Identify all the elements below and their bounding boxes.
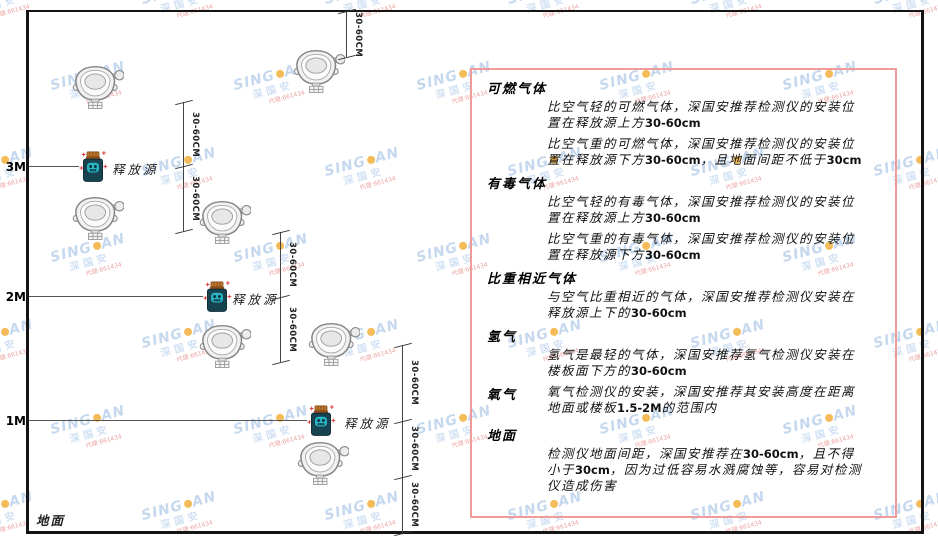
panel-sections: 可燃气体 比空气轻的可燃气体，深国安推荐检测仪的安装位置在释放源上方30-60cm… — [487, 78, 881, 494]
dimension-tick — [175, 163, 193, 170]
measurement-value: 30-60cm — [743, 447, 799, 461]
panel-section: 比重相近气体与空气比重相近的气体，深国安推荐检测仪安装在释放源上下的30-60c… — [487, 268, 881, 321]
paragraph-text: 氢气是最轻的气体，深国安推荐氢气检测仪安装在楼板面下方的 — [547, 347, 856, 378]
dimension-tick — [394, 530, 412, 537]
measurement-value: 30-60cm — [645, 153, 701, 167]
paragraph-text: 的范围内 — [661, 400, 718, 415]
section-paragraph: 比空气轻的有毒气体，深国安推荐检测仪的安装位置在释放源上方30-60cm — [547, 194, 865, 226]
dimension-label: 30-60CM — [409, 482, 419, 528]
section-paragraph: 与空气比重相近的气体，深国安推荐检测仪安装在释放源上下的30-60cm — [547, 289, 865, 321]
section-heading: 氢气 — [487, 330, 518, 345]
gas-detector-icon — [70, 64, 124, 109]
gas-detector-icon — [70, 195, 124, 240]
dimension-tick — [394, 342, 412, 349]
section-heading: 比重相近气体 — [487, 272, 578, 287]
section-paragraph: 检测仪地面间距，深国安推荐在30-60cm，且不得小于30cm，因为过低容易水溅… — [547, 446, 865, 494]
panel-section: 可燃气体 比空气轻的可燃气体，深国安推荐检测仪的安装位置在释放源上方30-60cm… — [487, 78, 881, 168]
gas-detector-icon — [295, 440, 349, 485]
paragraph-text: 检测仪地面间距，深国安推荐在 — [547, 446, 744, 461]
level-line-2m — [29, 296, 203, 297]
paragraph-text: ，因为过低容易水溅腐蚀等，容易对检测仪造成伤害 — [547, 462, 862, 493]
dimension-label: 30-60CM — [287, 242, 297, 288]
dimension-tick — [394, 474, 412, 481]
dimension-label: 30-60CM — [409, 360, 419, 406]
paragraph-text: 与空气比重相近的气体，深国安推荐检测仪安装在释放源上下的 — [547, 289, 856, 320]
dimension-label: 30-60CM — [409, 426, 419, 472]
release-source-icon-2m — [202, 280, 232, 313]
dimension-label: 30-60CM — [190, 176, 200, 222]
release-source-icon-3m — [78, 150, 108, 183]
gas-detector-icon — [197, 323, 251, 368]
measurement-value: 1.5-2M — [617, 401, 662, 415]
ground-label: 地面 — [36, 513, 66, 528]
panel-section: 有毒气体 比空气轻的有毒气体，深国安推荐检测仪的安装位置在释放源上方30-60cm… — [487, 173, 881, 263]
dimension-tick — [394, 418, 412, 425]
paragraph-text: 氧气检测仪的安装，深国安推荐其安装高度在距离地面或楼板 — [547, 384, 856, 415]
section-paragraph: 比空气轻的可燃气体，深国安推荐检测仪的安装位置在释放源上方30-60cm — [547, 99, 865, 131]
gas-detector-icon — [306, 321, 360, 366]
panel-section: 地面检测仪地面间距，深国安推荐在30-60cm，且不得小于30cm，因为过低容易… — [487, 425, 881, 494]
release-source-icon-1m — [306, 404, 336, 437]
dimension-tick — [175, 228, 193, 235]
paragraph-text: 比空气轻的有毒气体，深国安推荐检测仪的安装位置在释放源上方 — [547, 194, 856, 225]
dimension-tick — [272, 229, 290, 236]
paragraph-text: ，且不得小于 — [547, 446, 855, 477]
paragraph-text: 比空气轻的可燃气体，深国安推荐检测仪的安装位置在释放源上方 — [547, 99, 856, 130]
level-line-3m — [29, 166, 79, 167]
measurement-value: 30cm — [826, 153, 862, 167]
measurement-value: 30-60cm — [631, 306, 687, 320]
level-line-1m — [29, 420, 307, 421]
measurement-value: 30-60cm — [645, 116, 701, 130]
section-heading: 有毒气体 — [487, 177, 548, 192]
section-paragraph: 比空气重的可燃气体，深国安推荐检测仪的安装位置在释放源下方30-60cm，且地面… — [547, 136, 865, 168]
section-paragraph: 比空气重的有毒气体，深国安推荐检测仪的安装位置在释放源下方30-60cm — [547, 231, 865, 263]
gas-detector-icon — [291, 48, 345, 93]
dimension-label: 30-60CM — [287, 307, 297, 353]
panel-section: 氧气 氧气检测仪的安装，深国安推荐其安装高度在距离地面或楼板1.5-2M的范围内 — [487, 384, 881, 421]
height-label-1m: 1M — [5, 414, 26, 428]
release-source-label: 释放源 — [232, 292, 279, 307]
section-heading: 可燃气体 — [487, 82, 548, 97]
measurement-value: 30-60cm — [645, 211, 701, 225]
height-label-3m: 3M — [5, 160, 26, 174]
room-outline — [26, 10, 924, 534]
measurement-value: 30-60cm — [645, 248, 701, 262]
dimension-line-ceiling: 30-60CM — [338, 8, 363, 61]
height-label-2m: 2M — [5, 290, 26, 304]
installation-guide-panel: 可燃气体 比空气轻的可燃气体，深国安推荐检测仪的安装位置在释放源上方30-60cm… — [470, 68, 897, 518]
gas-detector-icon — [197, 199, 251, 244]
inline-section-row: 氧气 氧气检测仪的安装，深国安推荐其安装高度在距离地面或楼板1.5-2M的范围内 — [487, 384, 881, 421]
dimension-tick — [175, 99, 193, 106]
measurement-value: 30cm — [575, 463, 610, 477]
dimension-tick — [272, 359, 290, 366]
section-paragraph: 氧气检测仪的安装，深国安推荐其安装高度在距离地面或楼板1.5-2M的范围内 — [547, 384, 865, 416]
panel-section: 氢气氢气是最轻的气体，深国安推荐氢气检测仪安装在楼板面下方的30-60cm — [487, 326, 881, 379]
paragraph-text: 比空气重的有毒气体，深国安推荐检测仪的安装位置在释放源下方 — [547, 231, 856, 262]
dimension-label: 30-60CM — [190, 112, 200, 158]
inline-section-body: 氧气检测仪的安装，深国安推荐其安装高度在距离地面或楼板1.5-2M的范围内 — [547, 384, 865, 421]
release-source-label: 释放源 — [344, 416, 391, 431]
dimension-line-2m: 30-60CM 30-60CM — [272, 229, 297, 366]
paragraph-text: 比空气重的可燃气体，深国安推荐检测仪的安装位置在释放源下方 — [547, 136, 856, 167]
paragraph-text: ，且地面间距不低于 — [700, 152, 827, 167]
section-heading: 地面 — [487, 429, 518, 444]
measurement-value: 30-60cm — [631, 364, 687, 378]
section-paragraph: 氢气是最轻的气体，深国安推荐氢气检测仪安装在楼板面下方的30-60cm — [547, 347, 865, 379]
dimension-label: 30-60CM — [353, 12, 363, 58]
section-heading: 氧气 — [487, 388, 518, 403]
release-source-label: 释放源 — [112, 162, 159, 177]
dimension-line-1m: 30-60CM 30-60CM 30-60CM — [394, 342, 419, 537]
dimension-line-3m: 30-60CM 30-60CM — [175, 99, 200, 235]
